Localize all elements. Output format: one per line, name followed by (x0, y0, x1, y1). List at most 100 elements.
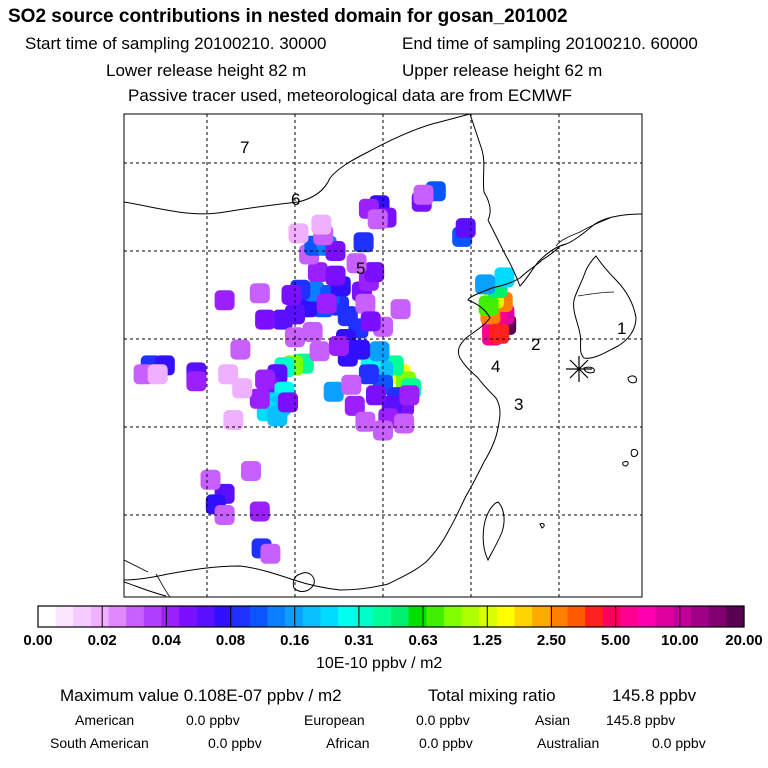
chart-title: SO2 source contributions in nested domai… (8, 6, 568, 27)
colorbar-segment (479, 606, 498, 627)
colorbar-tick-label: 0.31 (344, 632, 374, 649)
concentration-cell (369, 341, 390, 362)
island-jeju (583, 366, 595, 374)
concentration-cell (323, 381, 344, 402)
concentration-cell (316, 293, 337, 314)
concentration-cell (214, 505, 235, 525)
concentration-cell (311, 214, 332, 235)
coastline-korea (573, 255, 637, 359)
colorbar-tick-label: 20.00 (725, 632, 763, 649)
colorbar-segment (391, 606, 410, 627)
concentration-cell (341, 374, 362, 395)
concentration-cell (241, 461, 261, 481)
colorbar-segment (320, 606, 339, 627)
gosan-asterisk (566, 356, 592, 382)
maximum-value: Maximum value 0.108E-07 ppbv / m2 (60, 686, 342, 705)
concentration-cell (413, 184, 434, 205)
australian-value: 0.0 ppbv (652, 735, 706, 751)
border-dmz (577, 291, 615, 297)
region-label-6: 6 (291, 190, 300, 209)
south-american-label: South American (50, 735, 149, 751)
tracer-note: Passive tracer used, meteorological data… (128, 86, 573, 105)
colorbar-segment (338, 606, 357, 627)
colorbar-segment (73, 606, 92, 627)
colorbar-segment (108, 606, 127, 627)
concentration-cell (358, 364, 379, 385)
concentration-cell (249, 501, 270, 522)
colorbar-segment (514, 606, 533, 627)
colorbar-segment (585, 606, 604, 627)
concentration-cell (355, 293, 376, 314)
coastlines (124, 114, 642, 597)
concentration-cell (478, 295, 499, 316)
concentration-cell (278, 392, 298, 413)
concentration-cell (186, 371, 207, 392)
coastline-taiwan (482, 501, 505, 562)
european-value: 0.0 ppbv (416, 712, 470, 728)
colorbar-frame (37, 605, 745, 628)
colorbar-segment (232, 606, 251, 627)
concentration-cell (249, 283, 270, 304)
concentration-cell (350, 339, 371, 360)
total-mixing-ratio-label: Total mixing ratio (428, 686, 556, 705)
colorbar (38, 606, 745, 627)
colorbar-segment (567, 606, 586, 627)
concentration-cell (309, 341, 330, 362)
concentration-cell (373, 420, 393, 441)
island-japan-1 (627, 375, 637, 384)
concentration-cell (355, 411, 376, 432)
total-mixing-ratio-value: 145.8 ppbv (612, 686, 697, 705)
region-label-3: 3 (514, 395, 523, 414)
concentration-cell (325, 265, 346, 286)
concentration-cell (249, 388, 270, 409)
borders (124, 217, 615, 597)
end-time: End time of sampling 20100210. 60000 (402, 34, 698, 53)
concentration-cell (489, 323, 510, 344)
colorbar-tick-label: 0.00 (23, 632, 53, 649)
lat-lon-grid (124, 114, 642, 597)
concentration-cell (218, 364, 239, 385)
concentration-cell (329, 336, 349, 356)
colorbar-segment (267, 606, 286, 627)
receptor-stroke (569, 359, 589, 379)
region-label-5: 5 (356, 259, 365, 278)
concentration-cell (367, 209, 388, 230)
colorbar-segment (708, 606, 727, 627)
african-value: 0.0 ppbv (419, 735, 473, 751)
concentration-cell (200, 469, 221, 490)
coastline-gulf (124, 581, 167, 597)
concentration-cell (307, 262, 328, 283)
colorbar-segment (602, 606, 622, 627)
border-south (155, 573, 171, 597)
american-label: American (75, 712, 135, 728)
american-value: 0.0 ppbv (186, 712, 240, 728)
colorbar-segment (408, 606, 427, 627)
coastline-hainan (292, 572, 315, 592)
colorbar-tick-label: 0.04 (151, 632, 181, 649)
concentration-cell (344, 395, 365, 416)
island-japan-2 (630, 449, 639, 457)
colorbar-segment (161, 606, 180, 627)
concentration-cell (364, 262, 385, 283)
region-label-7: 7 (240, 138, 249, 157)
colorbar-segment (55, 606, 74, 627)
coastline-north (124, 114, 471, 215)
start-time: Start time of sampling 20100210. 30000 (25, 34, 327, 53)
colorbar-segment (196, 606, 216, 627)
concentration-cell (475, 274, 496, 295)
colorbar-tick-label: 0.08 (215, 632, 246, 649)
colorbar-segment (302, 606, 321, 627)
concentration-cell (390, 299, 411, 320)
colorbar-tick-label: 0.63 (408, 632, 438, 649)
colorbar-segment (726, 606, 745, 627)
island-japan-3 (622, 461, 629, 467)
colorbar-segment (461, 606, 480, 627)
border-china-nk (555, 217, 611, 247)
coastline-liaodong (487, 219, 567, 287)
concentration-cell (399, 385, 420, 406)
map-frame (123, 113, 643, 598)
concentration-cell (260, 543, 281, 564)
island-small-1 (539, 523, 545, 529)
colorbar-segment (620, 606, 639, 627)
